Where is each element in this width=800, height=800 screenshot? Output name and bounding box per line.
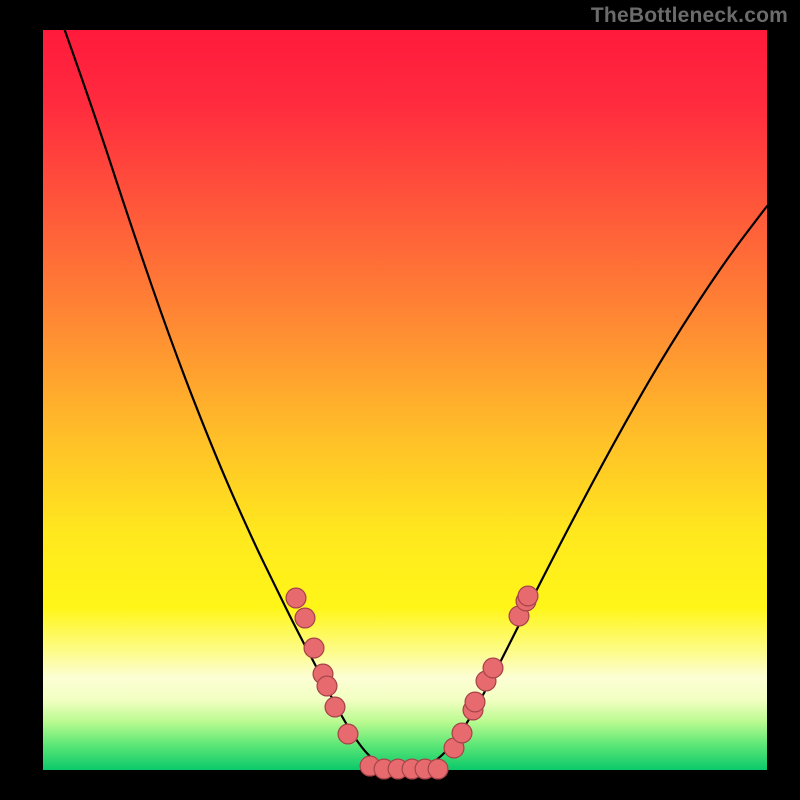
data-dot — [337, 724, 358, 745]
data-dot — [483, 657, 504, 678]
dots-layer — [43, 30, 767, 770]
data-dot — [303, 637, 324, 658]
data-dot — [465, 691, 486, 712]
data-dot — [427, 758, 448, 779]
data-dot — [325, 697, 346, 718]
data-dot — [518, 586, 539, 607]
data-dot — [452, 723, 473, 744]
plot-area — [43, 30, 767, 770]
data-dot — [286, 588, 307, 609]
data-dot — [295, 608, 316, 629]
data-dot — [316, 675, 337, 696]
watermark-text: TheBottleneck.com — [591, 4, 788, 28]
